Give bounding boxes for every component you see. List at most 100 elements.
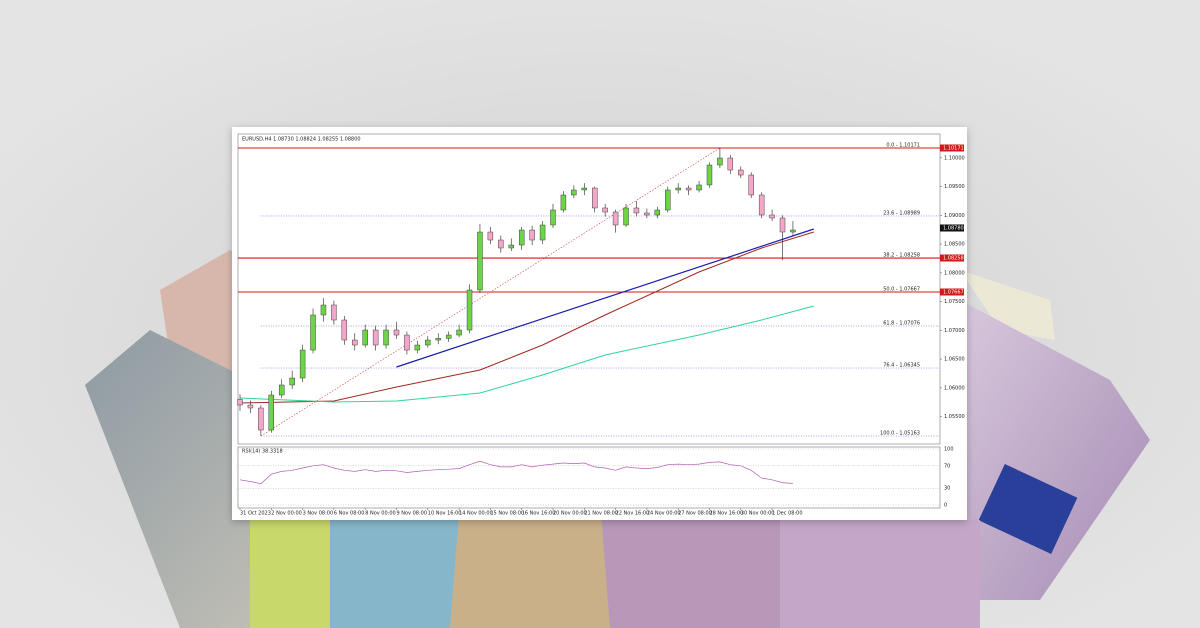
- x-tick-label: 6 Nov 08:00: [334, 511, 365, 517]
- price-tag: [940, 288, 964, 296]
- eu-flag: [978, 463, 1078, 555]
- candle-body: [341, 319, 348, 341]
- trendline: [396, 228, 814, 368]
- candle-body: [247, 404, 254, 409]
- moving-average: [239, 305, 814, 403]
- price-tag: [940, 144, 964, 152]
- fib-label: 100.0 - 1.05163: [880, 431, 920, 437]
- candle-body: [779, 217, 786, 233]
- banknote: [250, 500, 340, 628]
- candle-body: [331, 304, 337, 321]
- candle-body: [320, 304, 327, 316]
- candle-body: [748, 174, 754, 196]
- y-tick-label: 1.07000: [944, 328, 965, 334]
- price-tag-label: 1.07667: [943, 290, 964, 296]
- candle-body: [769, 214, 775, 219]
- chart: EURUSD,H4 1.08730 1.08824 1.08255 1.0880…: [237, 133, 965, 517]
- fib-label: 61.8 - 1.07076: [883, 320, 920, 326]
- candle-body: [372, 329, 379, 346]
- candle-body: [299, 349, 306, 379]
- price-tag-label: 1.08258: [943, 256, 964, 262]
- last-price-tag: [940, 224, 964, 232]
- candle-body: [685, 187, 692, 191]
- x-tick-label: 14 Nov 00:00: [459, 511, 493, 517]
- x-tick-label: 31 Oct 2023: [240, 511, 271, 517]
- fib-label: 0.0 - 1.10171: [886, 142, 920, 148]
- y-tick-label: 1.07500: [944, 299, 965, 305]
- candle-body: [289, 377, 295, 386]
- candle-body: [633, 207, 640, 214]
- candle-body: [550, 209, 556, 226]
- candle-body: [445, 334, 452, 339]
- candle-body: [790, 229, 796, 233]
- y-tick-label: 1.09500: [944, 184, 965, 190]
- candle-body: [696, 184, 702, 191]
- moving-average: [239, 231, 814, 404]
- banknote: [960, 270, 1055, 340]
- candle-body: [706, 164, 713, 186]
- x-tick-label: 24 Nov 00:00: [647, 511, 681, 517]
- x-tick-label: 2 Nov 00:00: [271, 511, 302, 517]
- x-tick-label: 15 Nov 08:00: [490, 511, 524, 517]
- y-tick-label: 1.06500: [944, 357, 965, 363]
- x-tick-label: 1 Dec 08:00: [772, 511, 802, 517]
- last-price-label: 1.08780: [943, 225, 964, 231]
- x-tick-label: 21 Nov 08:00: [584, 511, 618, 517]
- candle-body: [393, 329, 400, 336]
- candle-body: [717, 157, 723, 166]
- price-tag: [940, 254, 964, 262]
- candle-body: [404, 334, 410, 351]
- x-tick-label: 30 Nov 00:00: [741, 511, 775, 517]
- chart-title: EURUSD,H4 1.08730 1.08824 1.08255 1.0880…: [242, 137, 361, 143]
- x-tick-label: 27 Nov 08:00: [678, 511, 712, 517]
- candle-body: [435, 338, 441, 341]
- price-tag-label: 1.10171: [943, 145, 964, 151]
- y-tick-label: 1.08500: [944, 242, 965, 248]
- x-tick-label: 10 Nov 16:00: [428, 511, 462, 517]
- candle-body: [310, 314, 316, 351]
- candle-body: [477, 231, 483, 291]
- candle-body: [654, 209, 661, 216]
- candle-body: [518, 229, 525, 246]
- fib-label: 38.2 - 1.08258: [883, 253, 920, 259]
- candle-body: [738, 169, 744, 176]
- x-tick-label: 9 Nov 08:00: [396, 511, 427, 517]
- candle-body: [456, 329, 462, 336]
- y-tick-label: 1.05500: [944, 414, 965, 420]
- candle-body: [383, 329, 389, 346]
- candle-body: [268, 394, 274, 431]
- candle-body: [508, 244, 514, 249]
- fib-label: 50.0 - 1.07667: [883, 287, 920, 293]
- rsi-line: [239, 460, 793, 485]
- fib-label: 76.4 - 1.06345: [883, 363, 920, 369]
- x-tick-label: 28 Nov 16:00: [709, 511, 743, 517]
- candle-body: [675, 187, 681, 191]
- candle-body: [279, 384, 285, 396]
- rsi-title: RSI(14) 38.3318: [242, 449, 283, 455]
- x-tick-label: 20 Nov 00:00: [553, 511, 587, 517]
- y-tick-label: 1.09000: [944, 213, 965, 219]
- candle-body: [539, 224, 546, 241]
- y-tick-label: 1.06000: [944, 385, 965, 391]
- candle-body: [466, 289, 473, 331]
- candle-body: [602, 207, 608, 213]
- x-tick-label: 16 Nov 16:00: [522, 511, 556, 517]
- x-tick-label: 8 Nov 00:00: [365, 511, 396, 517]
- x-tick-label: 22 Nov 16:00: [616, 511, 650, 517]
- y-tick-label: 1.10000: [944, 155, 965, 161]
- rsi-frame: [237, 446, 941, 509]
- candle-body: [362, 329, 368, 346]
- rsi-tick-label: 100: [944, 447, 954, 453]
- banknote: [330, 500, 470, 628]
- candle-body: [581, 187, 587, 191]
- candle-body: [237, 399, 243, 406]
- banknote: [780, 520, 980, 628]
- fib-label: 23.6 - 1.08989: [883, 210, 920, 216]
- candle-body: [665, 189, 671, 211]
- candle-body: [560, 194, 567, 211]
- candle-body: [758, 194, 765, 216]
- candle-body: [571, 189, 577, 196]
- candle-body: [352, 339, 358, 346]
